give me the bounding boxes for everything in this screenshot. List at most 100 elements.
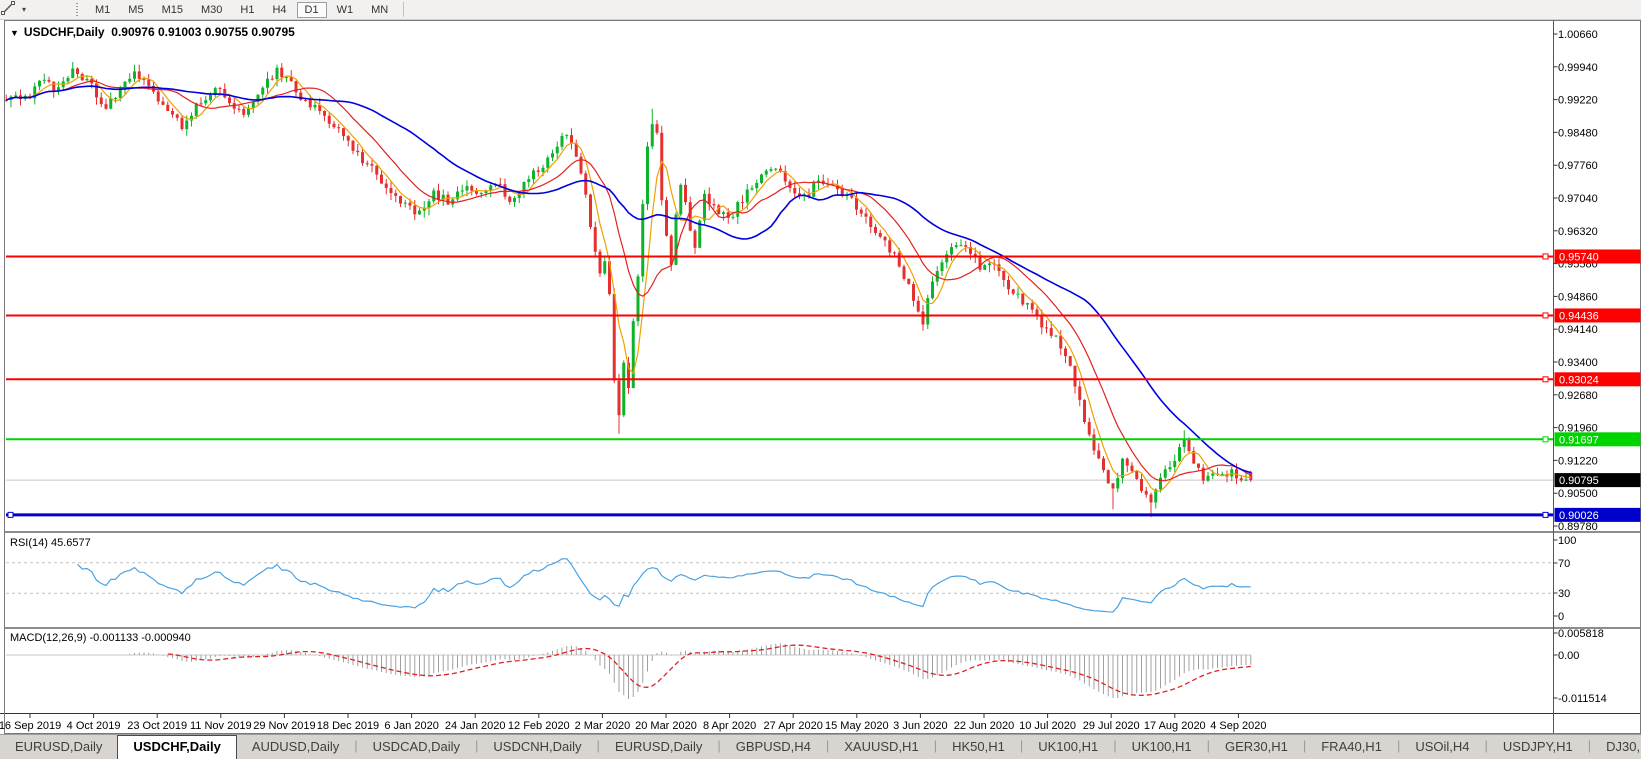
timeframe-button-m5[interactable]: M5 (128, 3, 144, 16)
ma-mid-line (6, 80, 1252, 482)
macd-panel (6, 643, 1252, 700)
symbol-tab-eurusd-daily[interactable]: EURUSD,Daily (614, 739, 703, 754)
symbol-tab-eurusd-daily[interactable]: EURUSD,Daily (15, 739, 103, 754)
date-axis[interactable]: 16 Sep 2019 4 Oct 2019 23 Oct 2019 11 Nov 2… (0, 713, 1267, 732)
symbol-tab-uk100-h1[interactable]: UK100,H1 (1131, 739, 1192, 754)
svg-text:0.99220: 0.99220 (1558, 95, 1598, 107)
symbol-tab-xauusd-h1[interactable]: XAUUSD,H1 (844, 739, 919, 754)
svg-text:22 Jun 2020: 22 Jun 2020 (954, 720, 1015, 732)
svg-text:0.99940: 0.99940 (1558, 62, 1598, 74)
svg-text:6 Jan 2020: 6 Jan 2020 (384, 720, 438, 732)
price-label-chip: 0.94436 (1554, 308, 1641, 323)
symbol-tab-gbpusd-h4[interactable]: GBPUSD,H4 (735, 739, 811, 754)
svg-text:11 Nov 2019: 11 Nov 2019 (190, 720, 252, 732)
svg-text:0: 0 (1558, 611, 1564, 623)
tab-separator: | (1396, 738, 1401, 753)
svg-text:0.89780: 0.89780 (1558, 521, 1598, 533)
tab-separator: | (1302, 738, 1307, 753)
symbol-tab-usoil-h4[interactable]: USOil,H4 (1415, 739, 1470, 754)
svg-text:15 May 2020: 15 May 2020 (825, 720, 889, 732)
symbol-tab-fra40-h1[interactable]: FRA40,H1 (1321, 739, 1382, 754)
timeframe-button-m15[interactable]: M15 (161, 3, 183, 16)
svg-text:3 Jun 2020: 3 Jun 2020 (893, 720, 947, 732)
svg-text:4 Oct 2019: 4 Oct 2019 (67, 720, 121, 732)
price-label-chip: 0.91697 (1554, 432, 1641, 447)
tool-dropdown-caret[interactable]: ▾ (22, 5, 27, 14)
symbol-tab-ger30-h1[interactable]: GER30,H1 (1224, 739, 1288, 754)
tab-separator: | (354, 738, 358, 753)
price-label-chip: 0.90795 (1554, 473, 1641, 488)
svg-text:18 Dec 2019: 18 Dec 2019 (317, 720, 379, 732)
timeframe-button-m30[interactable]: M30 (200, 3, 223, 16)
svg-text:1.00660: 1.00660 (1558, 29, 1598, 41)
price-axis[interactable]: 1.00660 0.99940 0.99220 0.98480 0.97760 0.970… (1553, 29, 1607, 705)
svg-text:0.91960: 0.91960 (1558, 423, 1598, 435)
symbol-tab-uk100-h1[interactable]: UK100,H1 (1038, 739, 1099, 754)
price-label-chip: 0.90026 (1554, 507, 1641, 522)
svg-text:4 Sep 2020: 4 Sep 2020 (1210, 720, 1266, 732)
rsi-panel (6, 558, 1554, 613)
svg-text:0.94140: 0.94140 (1558, 324, 1598, 336)
svg-text:-0.011514: -0.011514 (1558, 693, 1607, 705)
ma-fast-line (6, 75, 1251, 492)
symbol-tab-dj30-daily[interactable]: DJ30,Daily (1606, 739, 1641, 754)
svg-text:0.005818: 0.005818 (1558, 628, 1604, 640)
timeframe-button-m1[interactable]: M1 (95, 3, 111, 16)
line-handle[interactable] (1542, 436, 1549, 443)
chart-ohlc-values: 0.90976 0.91003 0.90755 0.90795 (111, 25, 295, 39)
timeframe-button-d1[interactable]: D1 (296, 1, 327, 18)
ma-slow-line (6, 85, 1252, 474)
line-handle[interactable] (1542, 253, 1549, 260)
line-handle[interactable] (7, 511, 14, 518)
tab-separator: | (1206, 738, 1210, 753)
svg-text:0.92680: 0.92680 (1558, 390, 1598, 402)
svg-text:0.90026: 0.90026 (1559, 510, 1599, 522)
rsi-label: RSI(14) 45.6577 (10, 537, 91, 549)
svg-text:0.97760: 0.97760 (1558, 160, 1598, 172)
timeframe-button-h1[interactable]: H1 (240, 3, 255, 16)
rsi-line (77, 558, 1251, 613)
tab-separator: | (475, 738, 479, 753)
tab-separator: | (1484, 738, 1488, 753)
tab-separator: | (1019, 738, 1024, 753)
svg-text:0.93400: 0.93400 (1558, 357, 1598, 369)
tab-separator: | (1587, 738, 1592, 753)
timeframe-button-w1[interactable]: W1 (336, 3, 354, 16)
symbol-tab-hk50-h1[interactable]: HK50,H1 (952, 739, 1005, 754)
symbol-tab-audusd-daily[interactable]: AUDUSD,Daily (251, 739, 340, 754)
symbol-tab-usdcnh-daily[interactable]: USDCNH,Daily (493, 739, 582, 754)
price-label-chip: 0.95740 (1554, 249, 1641, 264)
tab-separator: | (1113, 738, 1117, 753)
svg-text:0.90795: 0.90795 (1559, 475, 1599, 487)
symbol-tab-usdjpy-h1[interactable]: USDJPY,H1 (1502, 739, 1573, 754)
symbol-tab-usdchf-daily[interactable]: USDCHF,Daily (117, 735, 237, 759)
svg-text:12 Feb 2020: 12 Feb 2020 (508, 720, 570, 732)
chart-collapse-icon[interactable]: ▼ (10, 28, 19, 38)
line-handle[interactable] (1542, 511, 1549, 518)
svg-text:0.97040: 0.97040 (1558, 193, 1598, 205)
svg-text:0.94860: 0.94860 (1558, 291, 1598, 303)
timeframe-button-mn[interactable]: MN (371, 3, 389, 16)
svg-text:0.95740: 0.95740 (1559, 251, 1599, 263)
svg-text:27 Apr 2020: 27 Apr 2020 (764, 720, 823, 732)
svg-text:29 Jul 2020: 29 Jul 2020 (1083, 720, 1140, 732)
trendline-tool-icon[interactable] (1, 1, 22, 18)
svg-text:24 Jan 2020: 24 Jan 2020 (445, 720, 506, 732)
tab-separator: | (825, 738, 830, 753)
svg-text:10 Jul 2020: 10 Jul 2020 (1019, 720, 1076, 732)
svg-text:0.90500: 0.90500 (1558, 488, 1598, 500)
svg-text:16 Sep 2019: 16 Sep 2019 (0, 720, 61, 732)
svg-text:8 Apr 2020: 8 Apr 2020 (703, 720, 756, 732)
svg-text:29 Nov 2019: 29 Nov 2019 (253, 720, 315, 732)
line-handle[interactable] (1542, 376, 1549, 383)
symbol-tab-usdcad-daily[interactable]: USDCAD,Daily (372, 739, 461, 754)
svg-text:0.00: 0.00 (1558, 650, 1579, 662)
svg-text:2 Mar 2020: 2 Mar 2020 (575, 720, 631, 732)
timeframe-button-h4[interactable]: H4 (272, 3, 287, 16)
toolbar-grip[interactable] (76, 2, 81, 17)
line-handle[interactable] (1542, 312, 1549, 319)
svg-text:23 Oct 2019: 23 Oct 2019 (127, 720, 187, 732)
tab-separator: | (717, 738, 721, 753)
